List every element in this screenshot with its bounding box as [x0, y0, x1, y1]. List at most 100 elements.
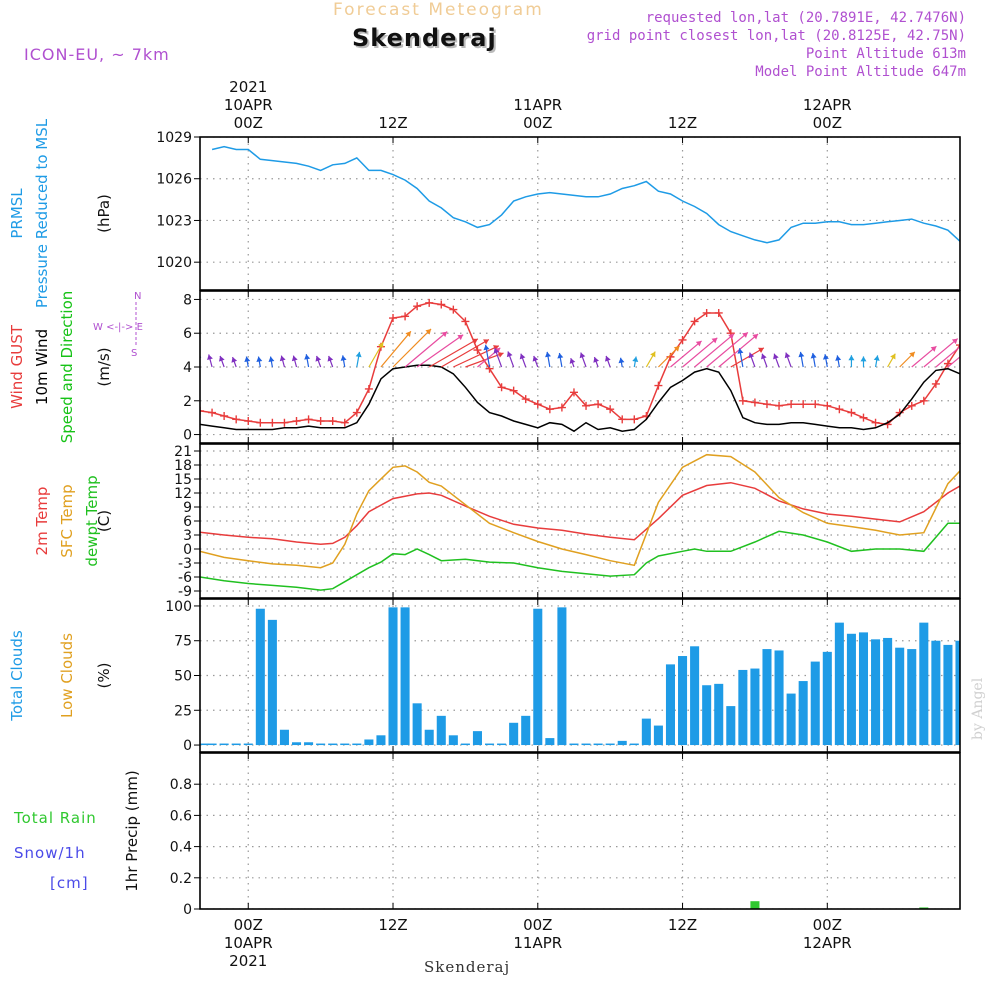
gridpoint-coords: grid point closest lon,lat (20.8125E, 42… — [586, 28, 966, 44]
gust-marker — [316, 417, 325, 426]
gust-marker — [811, 400, 820, 409]
wind-direction-arrow — [506, 351, 515, 368]
wind-arrow-head — [378, 342, 384, 349]
watermark: by Angel — [970, 677, 986, 740]
wind-arrow-head — [728, 333, 734, 340]
y-tick-label: 0 — [183, 902, 192, 918]
bottom-time-label: 11APR — [513, 934, 562, 952]
wind-direction-arrow — [730, 347, 765, 368]
model-altitude: Model Point Altitude 647m — [755, 64, 966, 80]
wind-direction-arrow — [440, 338, 490, 368]
legend-entry: Total Clouds — [8, 630, 26, 722]
wind-direction-arrow — [706, 331, 749, 368]
wind-arrow-head — [483, 344, 490, 351]
gust-marker — [847, 408, 856, 417]
gust-marker — [799, 400, 808, 409]
wind-arrow-head — [441, 331, 448, 338]
wind-direction-arrow — [244, 356, 251, 368]
wind-arrow-head — [425, 328, 432, 335]
gust-marker — [545, 405, 554, 414]
wind-direction-arrow — [291, 355, 298, 368]
legend-entry: SFC Temp — [58, 484, 76, 557]
wind-arrow-head — [930, 346, 937, 352]
panel-plot-area — [200, 599, 960, 752]
wind-direction-arrow — [996, 356, 1000, 367]
wind-arrow-head — [355, 351, 362, 358]
series-line-10m-wind — [200, 364, 960, 433]
panel-plot-area — [200, 137, 960, 290]
wind-direction-arrow — [453, 345, 500, 368]
gust-marker — [200, 406, 204, 415]
bar-total-clouds — [678, 656, 688, 746]
y-tick-label: -3 — [178, 556, 192, 572]
wind-arrow-shaft — [923, 338, 959, 368]
bar-total-clouds — [955, 640, 960, 746]
gust-marker — [968, 316, 976, 324]
wind-arrow-head — [752, 333, 759, 340]
wind-arrow-head — [996, 352, 1000, 358]
bottom-time-label: 12Z — [668, 916, 697, 934]
legend-entry: PRMSL — [8, 188, 26, 239]
wind-direction-arrow — [773, 353, 780, 368]
bar-total-clouds — [376, 735, 386, 746]
wind-direction-arrow — [315, 355, 322, 368]
wind-arrow-shaft — [670, 340, 702, 368]
bar-total-clouds — [509, 722, 519, 746]
bar-total-clouds — [279, 729, 289, 746]
top-time-label: 2021 — [229, 78, 267, 96]
wind-arrow-head — [810, 353, 817, 359]
gust-marker — [956, 341, 960, 350]
bar-total-clouds — [364, 739, 374, 746]
wind-direction-arrow — [380, 330, 412, 368]
y-tick-label: 2 — [183, 394, 192, 410]
wind-arrow-shaft — [706, 331, 749, 368]
wind-direction-arrow — [657, 345, 680, 368]
bar-total-clouds — [304, 742, 314, 746]
wind-arrow-head — [773, 353, 779, 360]
bar-total-clouds — [533, 608, 543, 746]
gust-marker — [823, 401, 832, 410]
wind-direction-arrow — [860, 356, 867, 367]
panel-frame — [199, 290, 961, 444]
bar-total-clouds — [569, 743, 579, 746]
gust-marker — [533, 400, 542, 409]
y-axis-unit-label: (hPa) — [95, 194, 113, 233]
wind-arrow-head — [711, 337, 718, 344]
gust-marker — [738, 396, 747, 405]
bar-total-clouds — [846, 633, 856, 746]
wind-arrow-head — [493, 345, 499, 351]
gust-marker — [714, 308, 723, 317]
wind-direction-arrow — [618, 357, 625, 368]
bar-total-clouds — [267, 619, 277, 746]
wind-arrow-shaft — [718, 333, 759, 368]
panel-frame — [199, 443, 961, 599]
wind-arrow-head — [472, 338, 478, 344]
bottom-time-label: 00Z — [813, 916, 842, 934]
bottom-location-label: Skenderaj — [424, 958, 511, 976]
wind-direction-arrow — [822, 354, 829, 368]
gust-marker — [594, 400, 603, 409]
wind-arrow-shaft — [453, 345, 500, 368]
series-line-dewpt-temp — [200, 522, 960, 591]
wind-direction-arrow — [392, 328, 432, 368]
wind-arrow-head — [993, 335, 999, 341]
wind-arrow-head — [483, 339, 489, 345]
wind-arrow-shaft — [947, 356, 960, 368]
legend-entry: [cm] — [50, 874, 89, 892]
wind-arrow-shaft — [984, 352, 1000, 367]
wind-arrow-head — [673, 345, 680, 352]
bar-total-clouds — [316, 743, 326, 746]
wind-arrow-shaft — [694, 333, 735, 368]
legend-entry: Snow/1h — [14, 844, 86, 862]
wind-direction-arrow — [519, 353, 527, 368]
bar-total-clouds — [436, 715, 446, 746]
y-axis-unit-label: (m/s) — [95, 347, 113, 386]
wind-direction-arrow — [947, 356, 960, 368]
y-tick-label: 21 — [174, 444, 192, 460]
y-tick-label: 18 — [174, 458, 192, 474]
wind-direction-arrow — [911, 345, 937, 368]
wind-direction-arrow — [682, 337, 718, 368]
gust-marker — [340, 418, 349, 427]
wind-arrow-head — [545, 351, 551, 358]
